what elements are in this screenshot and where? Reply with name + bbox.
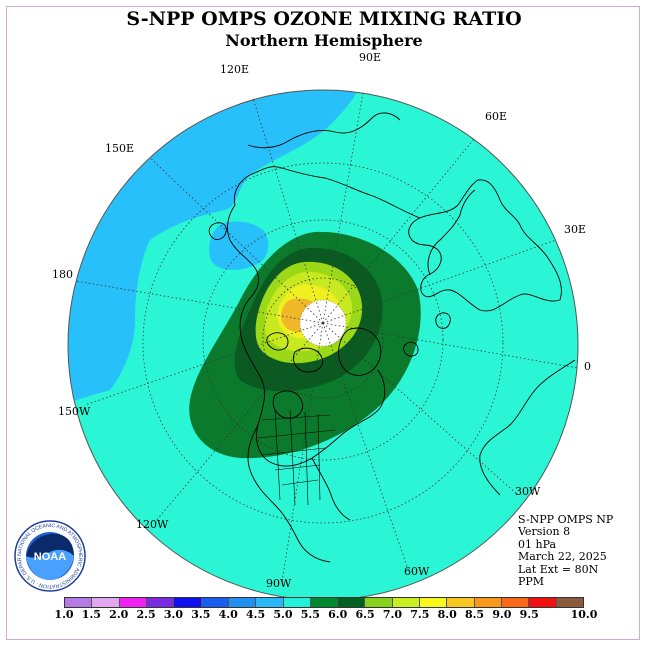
colorbar-tick-label: 9.5 [519,608,539,621]
noaa-logo: NOAA NATIONAL OCEANIC AND ATMOSPHERIC AD… [14,520,86,592]
lon-label-90w: 90W [266,577,292,590]
colorbar-cell [174,598,202,607]
colorbar-tick-label: 9.0 [492,608,512,621]
colorbar-cell [310,598,339,607]
colorbar-cell [228,598,257,607]
lon-label-150w: 150W [58,405,91,418]
colorbar-cell [365,598,393,607]
latitude-circles [142,162,504,524]
colorbar-cell [92,598,120,607]
lon-label-120w: 120W [136,518,169,531]
colorbar-tick-label: 4.5 [246,608,266,621]
colorbar-cell [201,598,229,607]
colorbar-cell [256,598,284,607]
colorbar-tick-label: 7.0 [382,608,402,621]
info-date: March 22, 2025 [518,550,607,564]
colorbar-tick-label: 4.0 [218,608,238,621]
info-instrument: S-NPP OMPS NP [518,513,614,526]
low-ozone-patch [209,221,269,270]
colorbar-tick-label: 3.5 [191,608,211,621]
colorbar-tick-label: 10.0 [570,608,598,621]
colorbar-cell [338,598,366,607]
colorbar-tick-label: 8.0 [437,608,457,621]
lon-label-90e: 90E [359,51,382,64]
colorbar-cell [65,598,93,607]
map-disk [68,90,578,600]
lon-label-120e: 120E [220,63,250,76]
colorbar-cell [474,598,502,607]
colorbar-cell [392,598,421,607]
colorbar-tick-label: 2.0 [109,608,129,621]
info-lat-ext: Lat Ext = 80N [518,562,599,576]
colorbar-cell [146,598,175,607]
noaa-logo-text: NOAA [34,551,66,563]
lon-label-150e: 150E [105,142,135,155]
colorbar-cell [119,598,147,607]
lon-label-0: 0 [584,360,591,373]
lon-label-180: 180 [52,268,73,281]
colorbar [64,597,584,608]
info-block: S-NPP OMPS NP Version 8 01 hPa March 22,… [518,513,614,589]
colorbar-tick-label: 7.5 [410,608,430,621]
colorbar-cell [529,598,557,607]
colorbar-tick-label: 5.5 [300,608,320,621]
info-units: PPM [518,575,545,589]
colorbar-tick-label: 6.0 [328,608,348,621]
colorbar-tick-label: 2.5 [136,608,156,621]
us-state-borders [257,409,336,506]
colorbar-tick-label: 8.5 [464,608,485,621]
colorbar-cell [420,598,448,607]
colorbar-tick-label: 5.0 [273,608,293,621]
colorbar-labels: 1.0 1.5 2.0 2.5 3.0 3.5 4.0 4.5 5.0 5.5 6.0 6.5 7.0 7… [0,608,648,622]
colorbar-cell [283,598,311,607]
coastlines [208,112,576,563]
colorbar-tick-label: 3.0 [163,608,184,621]
info-version: Version 8 [518,525,571,539]
colorbar-tick-label: 6.5 [355,608,375,621]
colorbar-cell [556,598,583,607]
lon-label-60e: 60E [485,110,508,123]
lat-ext-boundary [299,299,347,347]
figure-frame [6,6,640,640]
chart-title: S-NPP OMPS OZONE MIXING RATIO [126,8,522,30]
colorbar-tick-label: 1.5 [81,608,101,621]
info-level: 01 hPa [518,537,557,551]
colorbar-cell [502,598,530,607]
lon-label-30w: 30W [515,485,541,498]
colorbar-cell [447,598,475,607]
lon-label-30e: 30E [564,223,587,236]
chart-subtitle: Northern Hemisphere [225,31,423,50]
lon-label-60w: 60W [404,565,430,578]
longitude-lines [69,90,578,583]
colorbar-tick-label: 1.0 [54,608,74,621]
